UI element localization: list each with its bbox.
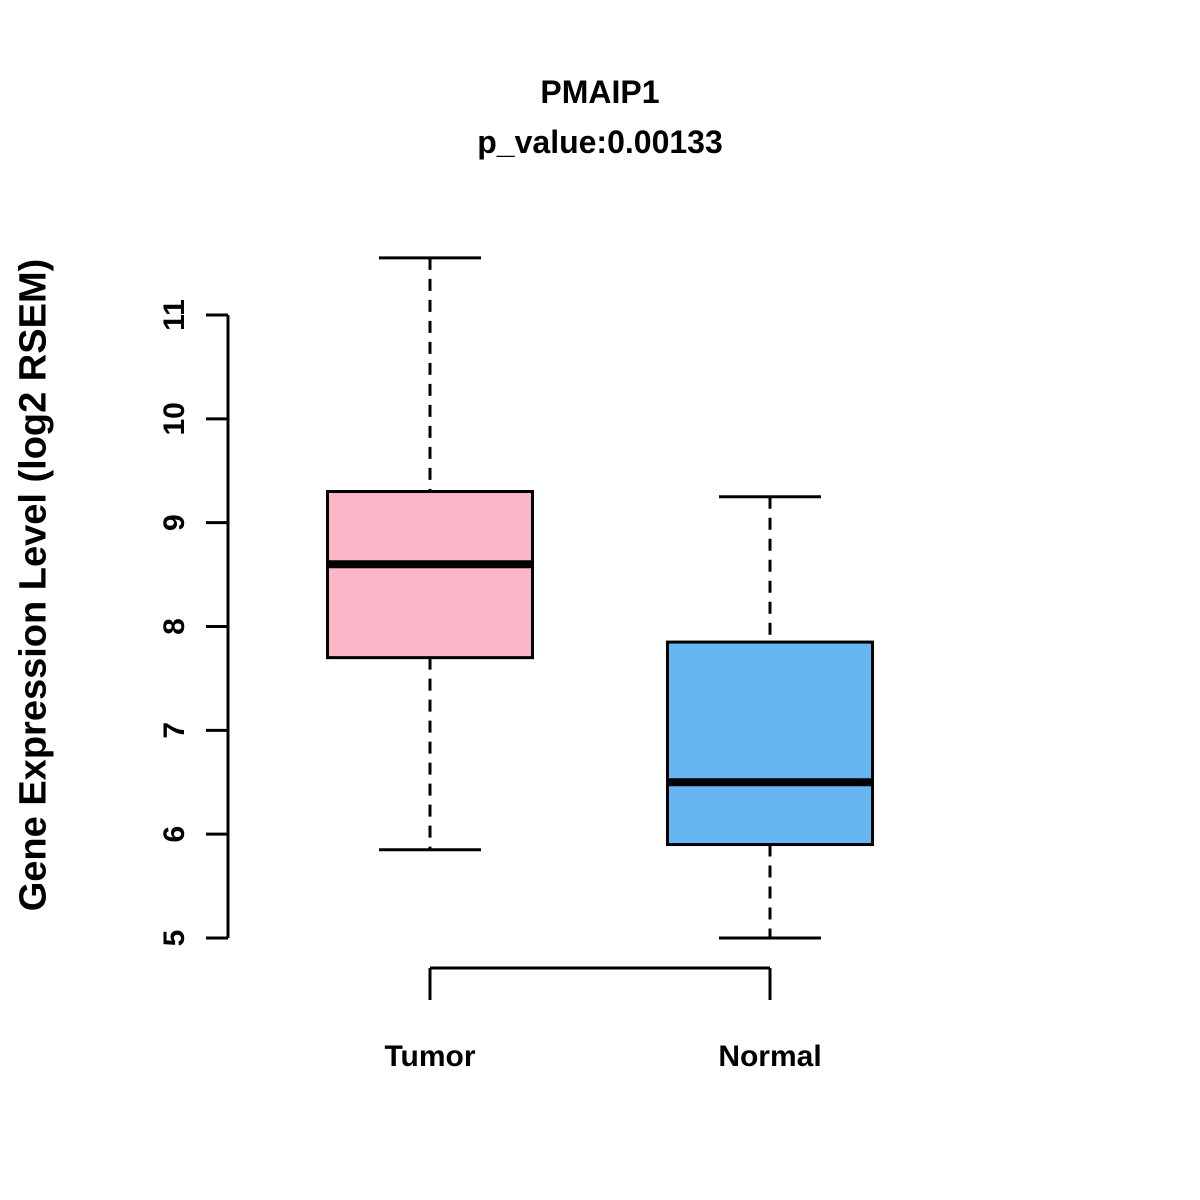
category-label-tumor: Tumor — [384, 1040, 476, 1073]
y-tick-label: 5 — [158, 930, 191, 947]
y-tick-label: 6 — [158, 826, 191, 843]
y-tick-label: 7 — [158, 722, 191, 739]
y-tick-label: 8 — [158, 618, 191, 635]
y-tick-label: 11 — [158, 299, 191, 331]
normal-box — [666, 640, 874, 847]
chart-title: PMAIP1 — [540, 74, 660, 110]
y-tick-label: 9 — [158, 514, 191, 531]
y-tick-label: 10 — [158, 402, 191, 435]
title-block: PMAIP1 p_value:0.00133 — [0, 68, 1200, 167]
chart-subtitle: p_value:0.00133 — [477, 123, 723, 160]
tumor-box — [326, 490, 534, 660]
category-label-normal: Normal — [718, 1040, 822, 1073]
